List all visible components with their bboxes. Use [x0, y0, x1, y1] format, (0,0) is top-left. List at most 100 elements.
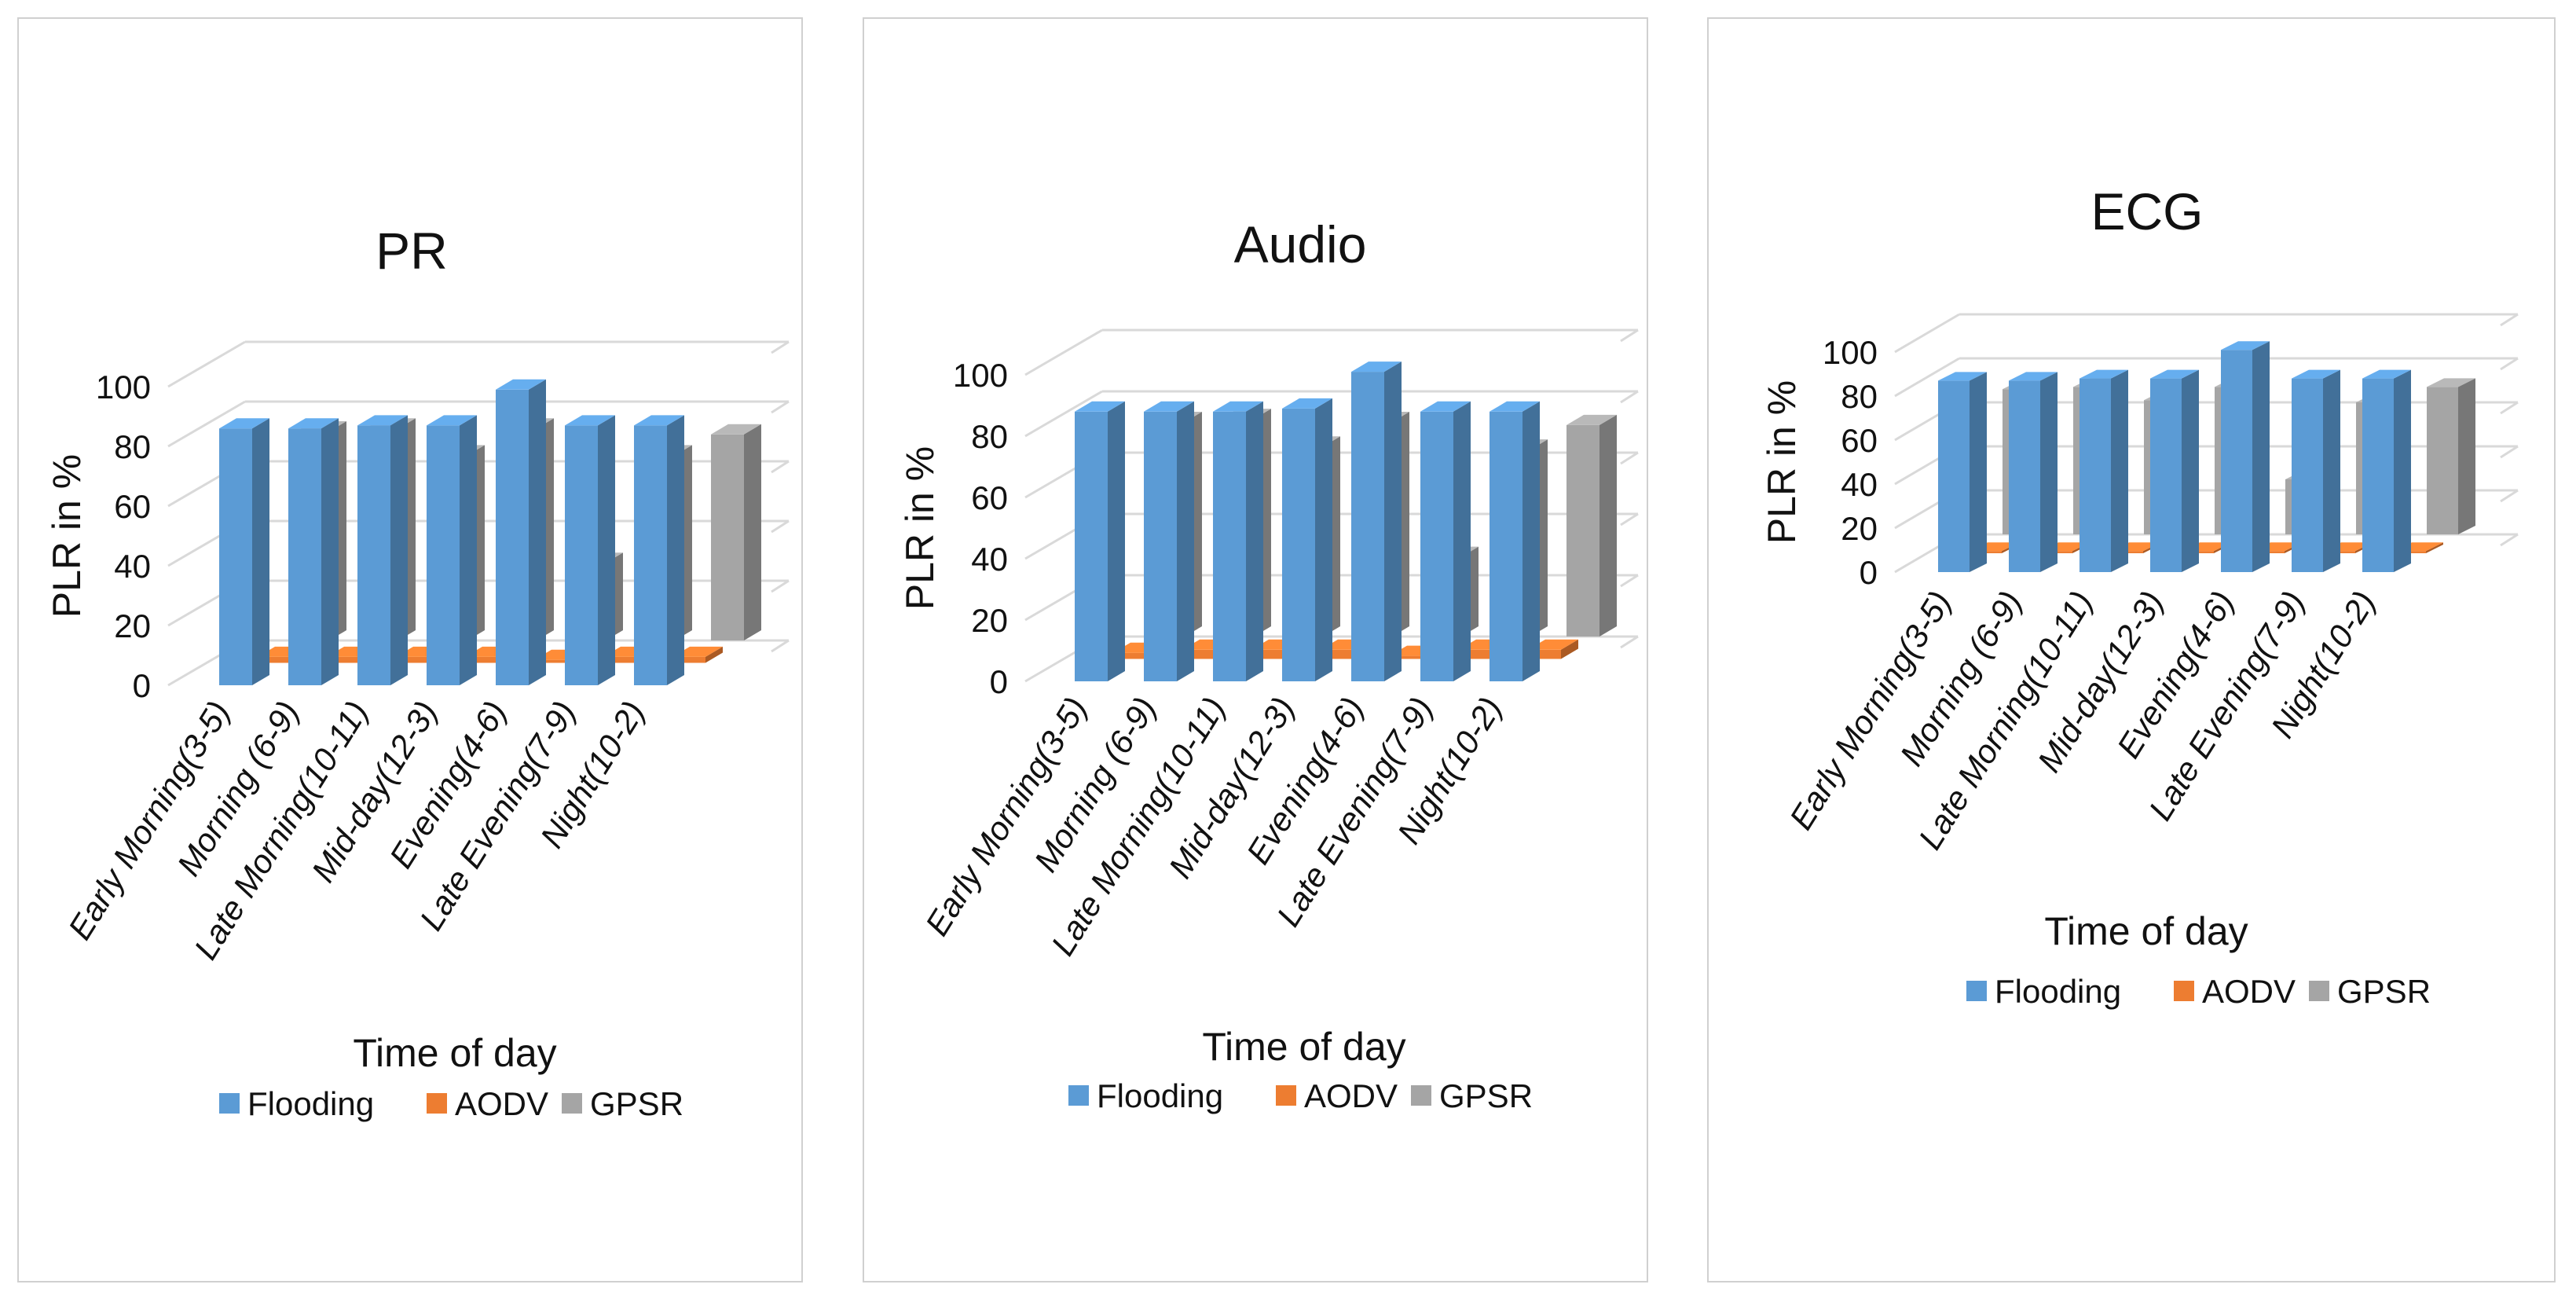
- bar-top: [2009, 372, 2058, 381]
- bar-top: [2362, 369, 2411, 379]
- bar-front: [1075, 411, 1108, 681]
- bar-front: [2427, 387, 2458, 534]
- gridline-edge: [2500, 313, 2519, 327]
- bar-front: [2221, 350, 2252, 572]
- bar-front: [288, 428, 321, 685]
- gridline-edge: [771, 460, 790, 474]
- y-tick-label: 40: [1841, 466, 1878, 503]
- bar-front: [1566, 424, 1599, 637]
- bar-front: [1213, 411, 1246, 681]
- bar-front: [1282, 408, 1315, 681]
- bar-front: [1251, 649, 1284, 659]
- gridline-side: [1024, 328, 1103, 376]
- gridline-edge: [2500, 489, 2519, 503]
- bar-top: [2150, 369, 2199, 379]
- bar-front: [2362, 378, 2394, 572]
- bar-top: [496, 379, 546, 390]
- bar-front: [219, 428, 252, 685]
- bar-front: [327, 656, 360, 663]
- y-axis-label: PLR in %: [898, 446, 942, 610]
- bar-side: [598, 415, 615, 685]
- bar-top: [219, 418, 269, 429]
- y-tick-label: 80: [114, 428, 151, 465]
- bar-top: [1075, 401, 1125, 412]
- gridline-edge: [2500, 533, 2519, 547]
- chart-panel-ecg: ECG 0 20 40 60 80 100 PLR in % Early Morning(3-5…: [1707, 17, 2556, 1282]
- bar-front: [634, 425, 667, 685]
- legend-label: AODV: [455, 1085, 548, 1122]
- bar-aodv-night-10-2: [672, 646, 723, 663]
- gridline-side: [1894, 313, 1960, 354]
- gridline-edge: [1620, 574, 1639, 588]
- bar-top: [1213, 401, 1263, 412]
- gridline-side: [1894, 357, 1960, 398]
- legend-swatch: [2174, 981, 2194, 1001]
- legend-label: Flooding: [1097, 1077, 1223, 1114]
- chart-title: Audio: [1234, 215, 1367, 273]
- bar-side: [667, 415, 684, 685]
- bar-top: [357, 415, 408, 426]
- bar-aodv-night-10-2: [1528, 639, 1578, 659]
- gridline-side: [1024, 390, 1103, 438]
- legend-swatch: [1966, 981, 1987, 1001]
- bar-front: [2292, 378, 2323, 572]
- chart-panel-pr: PR 0 20 40 60 80 100 PLR in % Early Morning(3-5)…: [17, 17, 803, 1282]
- bar-front: [711, 434, 744, 640]
- bar-flooding-morning-6-9: [1144, 401, 1194, 681]
- bar-side: [744, 424, 761, 640]
- bar-side: [1315, 398, 1332, 681]
- bar-front: [1528, 649, 1561, 659]
- legend-item-gpsr: GPSR: [1411, 1077, 1533, 1114]
- gridline-edge: [771, 579, 790, 593]
- bar-flooding-mid-day-12-3: [2150, 369, 2199, 572]
- bars: [1075, 361, 1617, 681]
- bars: [219, 379, 761, 685]
- bar-side: [1523, 401, 1540, 681]
- legend-item-gpsr: GPSR: [2309, 973, 2431, 1010]
- y-tick-label: 0: [1860, 554, 1878, 591]
- bar-side: [1246, 401, 1263, 681]
- bar-side: [1453, 401, 1471, 681]
- bar-flooding-evening-4-6: [1351, 361, 1402, 681]
- bar-flooding-morning-6-9: [2009, 372, 2058, 572]
- bar-flooding-late-evening-7-9: [1420, 401, 1471, 681]
- legend-label: AODV: [1304, 1077, 1398, 1114]
- bar-side: [2111, 369, 2128, 572]
- x-axis-label: Time of day: [2044, 909, 2248, 953]
- bar-top: [2427, 378, 2475, 387]
- bar-side: [1108, 401, 1125, 681]
- bar-front: [1351, 372, 1384, 681]
- y-tick-label: 40: [114, 548, 151, 585]
- y-axis-label: PLR in %: [45, 454, 89, 618]
- bar-side: [1561, 639, 1578, 659]
- bar-flooding-late-evening-7-9: [565, 415, 615, 685]
- bar-top: [1420, 401, 1471, 412]
- bar-flooding-late-morning-10-11: [357, 415, 408, 685]
- y-tick-label: 20: [971, 602, 1008, 639]
- bar-side: [252, 418, 269, 685]
- bar-side: [529, 379, 546, 685]
- y-tick-label: 100: [953, 357, 1008, 394]
- bar-top: [288, 418, 339, 429]
- bar-flooding-late-evening-7-9: [2292, 369, 2340, 572]
- bar-front: [1182, 649, 1215, 659]
- bar-top: [1144, 401, 1194, 412]
- gridline-side: [167, 340, 246, 388]
- legend-item-flooding: Flooding: [1068, 1077, 1223, 1114]
- bar-flooding-night-10-2: [634, 415, 684, 685]
- bar-side: [705, 646, 723, 663]
- legend-item-flooding: Flooding: [1966, 973, 2121, 1010]
- gridline-side: [167, 400, 246, 448]
- bar-front: [1113, 652, 1146, 659]
- gridline-edge: [2500, 445, 2519, 459]
- bar-front: [1390, 655, 1423, 659]
- legend-item-aodv: AODV: [2174, 973, 2296, 1010]
- bar-side: [321, 418, 339, 685]
- bar-flooding-early-morning-3-5: [1938, 372, 1987, 572]
- gridline-edge: [1620, 328, 1639, 343]
- gridline-edge: [771, 519, 790, 534]
- bar-gpsr-night-10-2: [1566, 414, 1617, 637]
- gridline-edge: [1620, 635, 1639, 649]
